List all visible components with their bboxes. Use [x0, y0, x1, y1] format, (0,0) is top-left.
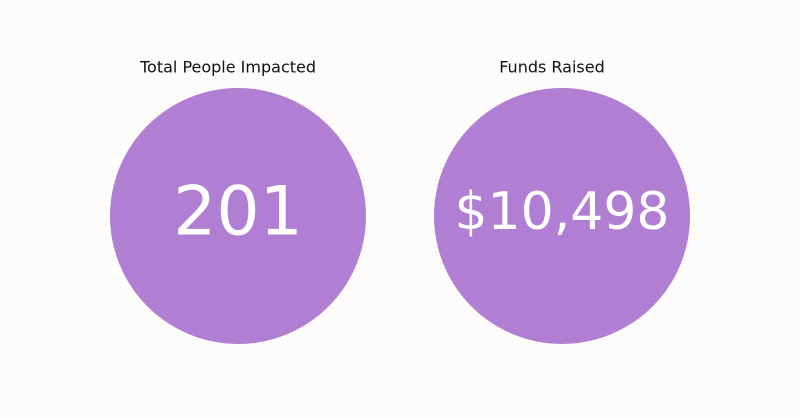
stat-label: Total People Impacted: [139, 58, 316, 77]
stat-value: 201: [173, 173, 303, 252]
stat-value: $10,498: [454, 182, 669, 242]
stat-circle: [434, 88, 690, 344]
stat-circle: [110, 88, 366, 344]
stat-label: Funds Raised: [499, 58, 605, 77]
